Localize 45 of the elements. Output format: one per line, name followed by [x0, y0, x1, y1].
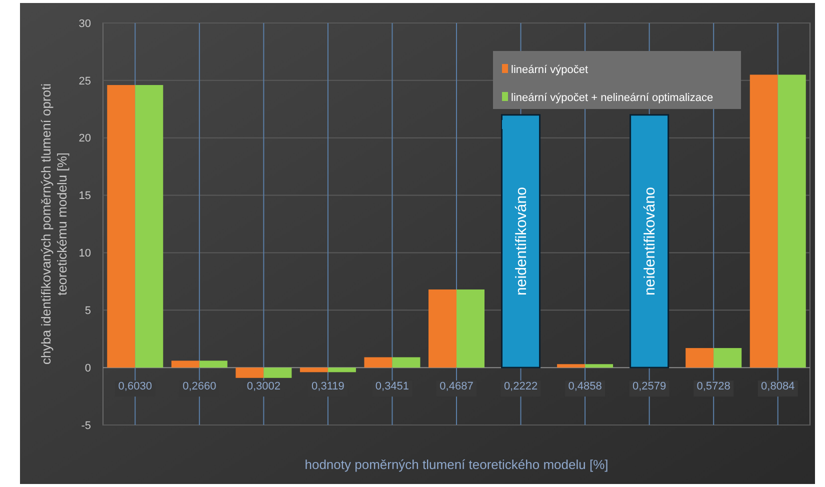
- x-axis-title: hodnoty poměrných tlumení teoretického modelu [%]: [304, 457, 608, 472]
- y-tick-label: 0: [84, 362, 91, 374]
- x-tick-label: 0,2579: [632, 380, 666, 393]
- bar: [501, 114, 541, 368]
- x-tick-label: 0,3002: [246, 380, 281, 393]
- bar: [300, 368, 328, 372]
- legend-label: lineární výpočet + nelineární optimalizace: [511, 92, 714, 104]
- bar: [686, 348, 714, 368]
- annotation: neidentifikováno: [513, 187, 530, 296]
- bar: [456, 289, 484, 368]
- bar: [630, 114, 670, 368]
- x-tick-label: 0,2222: [504, 380, 538, 393]
- x-tick-label: 0,4858: [568, 380, 602, 393]
- x-tick-label: 0,3451: [375, 380, 410, 393]
- bar: [585, 364, 614, 368]
- x-tick-label: 0,4687: [440, 380, 474, 393]
- bar: [428, 289, 456, 368]
- y-tick-label: 5: [84, 304, 91, 317]
- bar: [557, 364, 586, 368]
- x-tick-label: 0,3119: [312, 380, 344, 393]
- x-tick-label: 0,2660: [182, 380, 216, 393]
- y-tick-label: 10: [78, 248, 91, 260]
- bar: [714, 348, 742, 368]
- y-tick-label: 25: [78, 75, 91, 88]
- bar: [328, 368, 356, 372]
- bar: [264, 368, 292, 378]
- bar: [171, 360, 200, 368]
- bar: [199, 360, 228, 368]
- x-tick-label: 0,8084: [761, 380, 795, 393]
- annotation: neidentifikováno: [642, 187, 659, 296]
- bar: [750, 74, 778, 368]
- y-tick-label: 20: [78, 132, 91, 145]
- y-tick-label: 15: [78, 190, 91, 202]
- x-tick-label: 0,6030: [118, 380, 152, 393]
- bar: [392, 357, 420, 368]
- x-tick-label: 0,5728: [696, 380, 730, 393]
- bar: [135, 85, 164, 368]
- legend-label: lineární výpočet: [511, 64, 588, 76]
- y-tick-label: 30: [78, 18, 91, 30]
- bar: [107, 85, 136, 368]
- bar: [778, 74, 806, 368]
- bar: [364, 357, 392, 368]
- y-tick-label: -5: [81, 420, 91, 432]
- bar: [236, 368, 264, 378]
- y-axis-title: chyba identifikovaných poměrných tlumení oproti teoretickému modelu [%]: [38, 83, 70, 365]
